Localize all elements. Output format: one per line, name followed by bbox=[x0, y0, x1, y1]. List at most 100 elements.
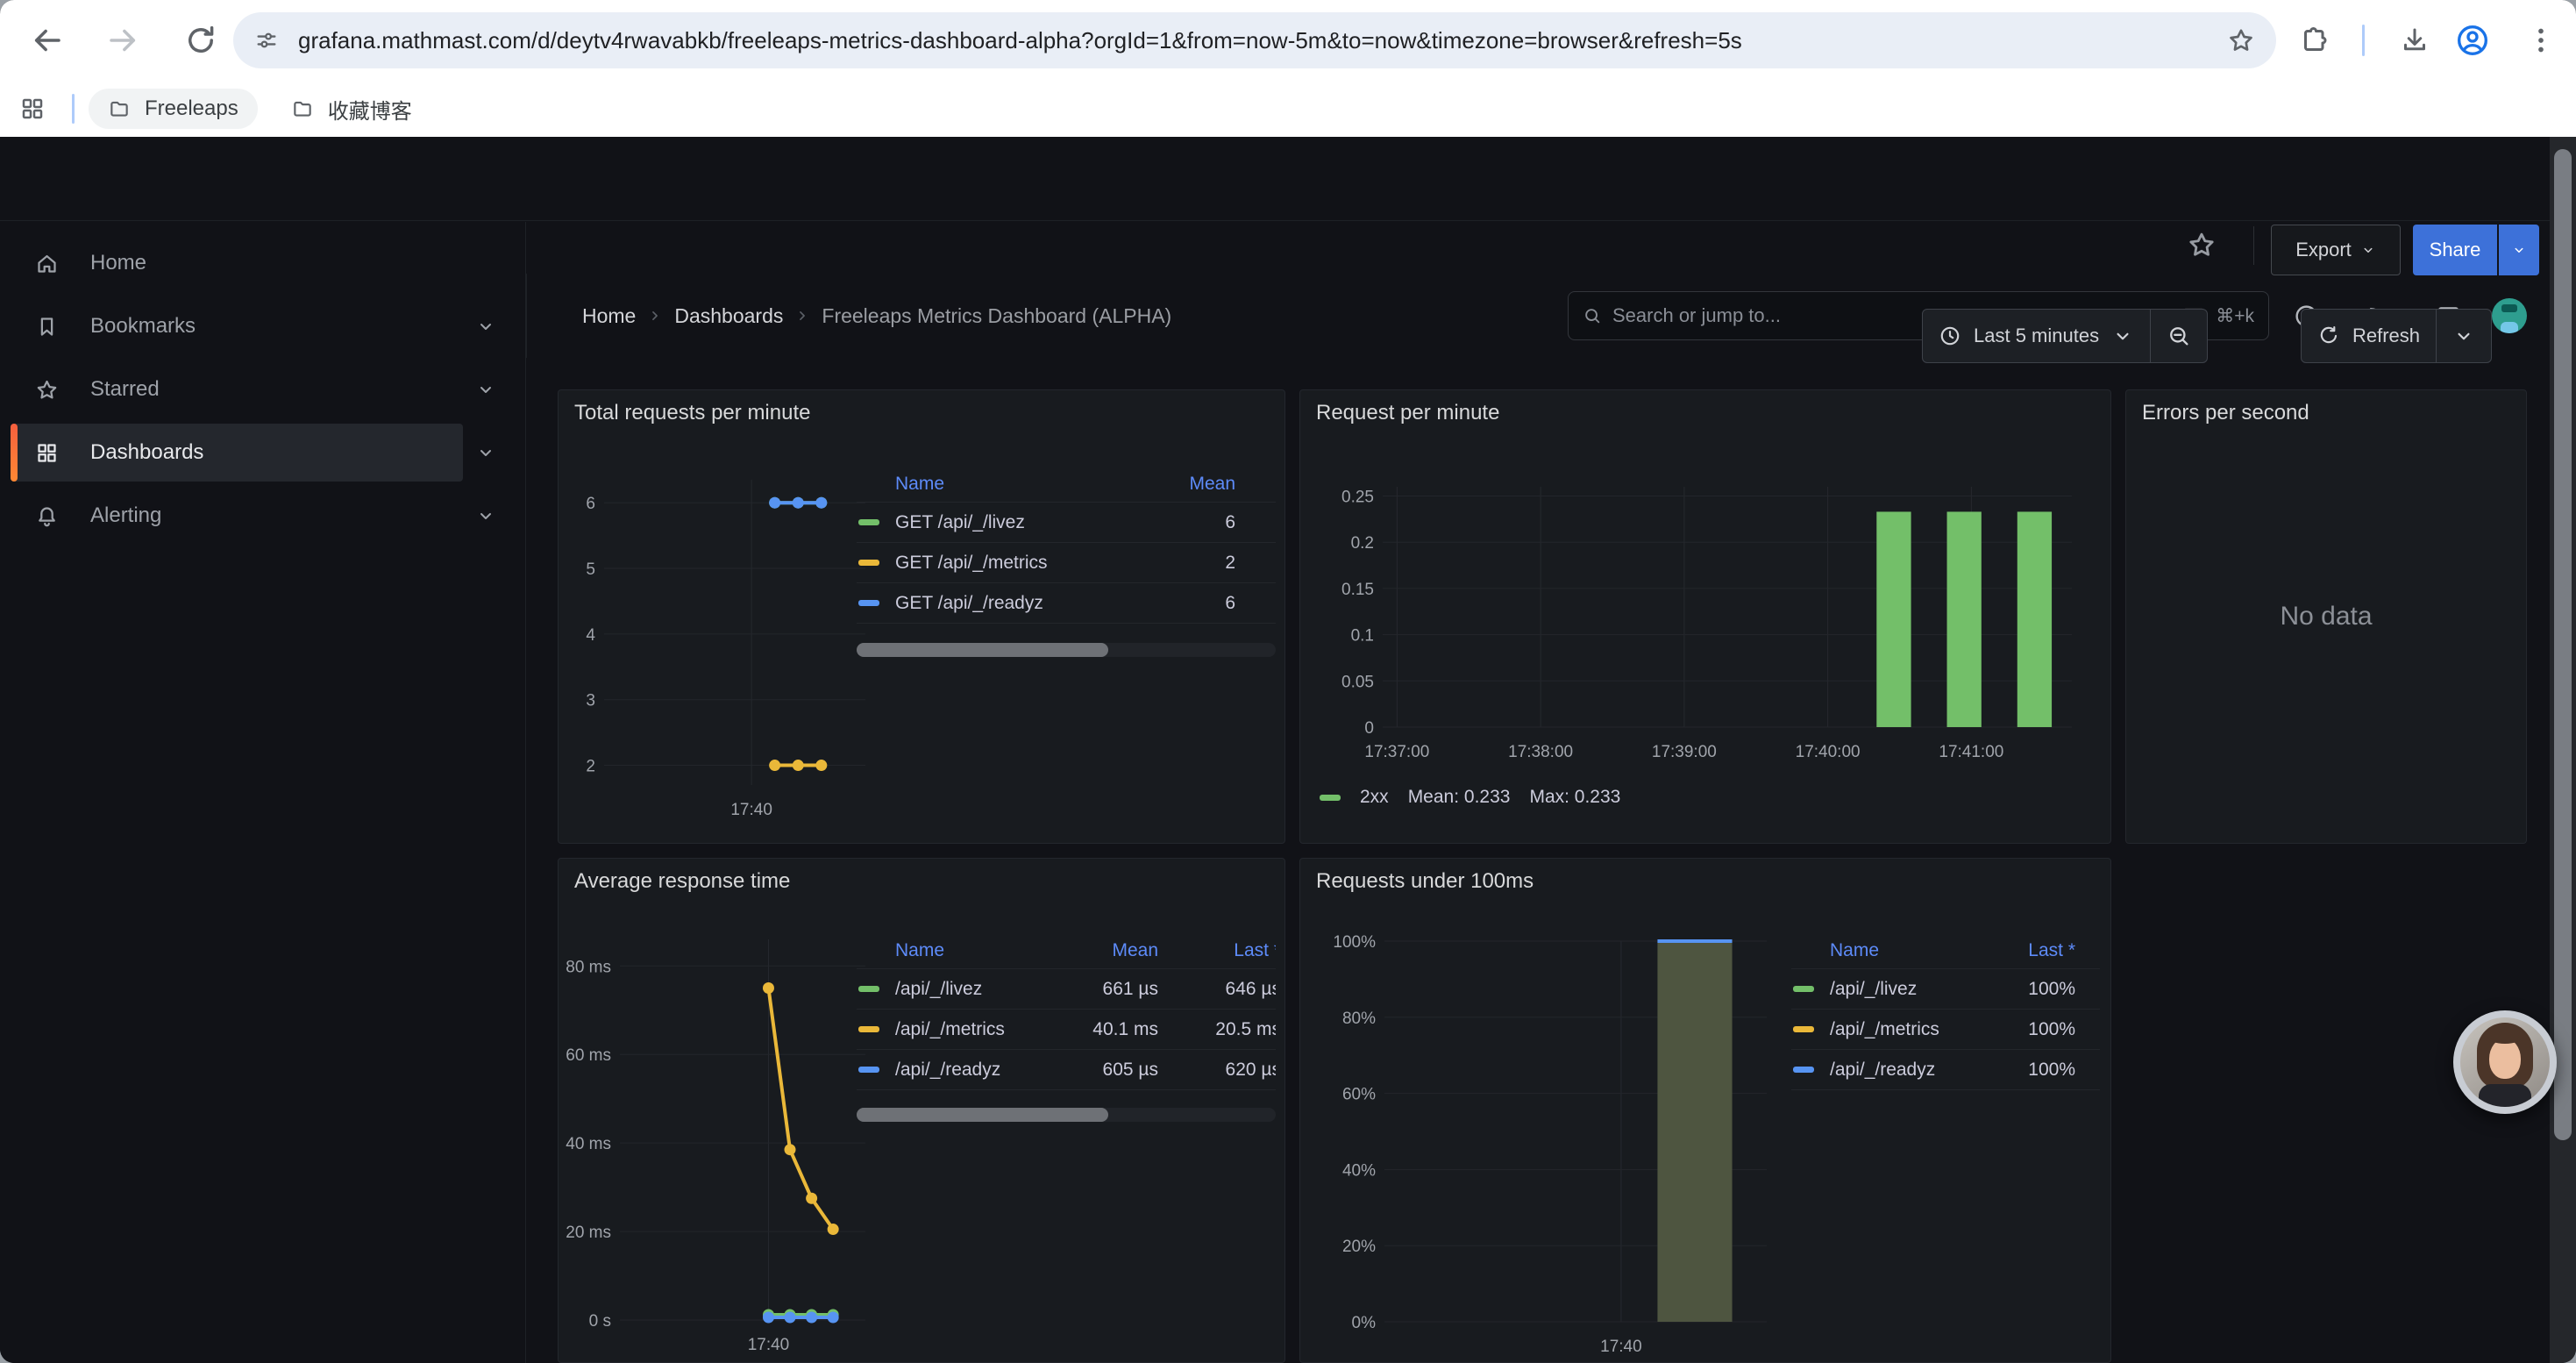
legend-row[interactable]: GET /api/_/readyz6 bbox=[857, 583, 1276, 624]
toolbar-separator bbox=[2362, 25, 2365, 56]
chevron-down-icon[interactable] bbox=[475, 316, 496, 337]
series-color-pill bbox=[858, 560, 879, 566]
series-color-pill bbox=[1793, 1067, 1814, 1073]
back-icon[interactable] bbox=[28, 22, 65, 59]
svg-text:17:40: 17:40 bbox=[730, 801, 772, 819]
bookmark-star-icon[interactable] bbox=[2227, 26, 2255, 54]
legend-scrollbar[interactable] bbox=[857, 1108, 1276, 1122]
breadcrumb-item[interactable]: Home bbox=[582, 304, 636, 328]
legend-row[interactable]: GET /api/_/metrics2 bbox=[857, 543, 1276, 583]
svg-text:60%: 60% bbox=[1342, 1086, 1376, 1104]
search-shortcut: ⌘+k bbox=[2216, 305, 2254, 327]
share-button[interactable]: Share bbox=[2413, 225, 2497, 275]
sidebar-link[interactable]: Bookmarks bbox=[11, 297, 463, 355]
url-text[interactable]: grafana.mathmast.com/d/deytv4rwavabkb/fr… bbox=[298, 27, 2227, 54]
average-response-time-chart[interactable]: 17:4080 ms60 ms40 ms20 ms0 s bbox=[566, 932, 872, 1352]
sidebar-item-home: Home bbox=[0, 232, 525, 294]
legend-column-header[interactable]: Last * bbox=[1158, 940, 1276, 961]
legend-column-header[interactable]: Name bbox=[895, 474, 1149, 495]
legend-name: /api/_/livez bbox=[895, 979, 1053, 1000]
refresh-button[interactable]: Refresh bbox=[2302, 310, 2436, 362]
controls-divider bbox=[2253, 226, 2254, 265]
panel-title[interactable]: Average response time bbox=[574, 869, 790, 894]
extensions-icon[interactable] bbox=[2299, 25, 2330, 56]
legend-header[interactable]: NameMeanLast * bbox=[857, 932, 1276, 969]
request-per-minute-chart[interactable]: 17:37:0017:38:0017:39:0017:40:0017:41:00… bbox=[1307, 464, 2098, 803]
legend-column-header[interactable]: Name bbox=[1830, 940, 1995, 961]
chevron-down-icon[interactable] bbox=[475, 505, 496, 526]
legend-column-header[interactable]: Name bbox=[895, 940, 1053, 961]
forward-icon[interactable] bbox=[105, 22, 142, 59]
avatar-face bbox=[2489, 1038, 2521, 1079]
series-color-pill bbox=[858, 1026, 879, 1032]
svg-text:40%: 40% bbox=[1342, 1161, 1376, 1180]
panel-title[interactable]: Request per minute bbox=[1316, 401, 1499, 425]
assistant-avatar[interactable] bbox=[2453, 1010, 2557, 1114]
refresh-interval-button[interactable] bbox=[2437, 310, 2491, 362]
legend-header[interactable]: NameLast * bbox=[1791, 932, 2100, 969]
panel-requests-under-100ms: Requests under 100ms 17:40100%80%60%40%2… bbox=[1299, 858, 2111, 1363]
bookmark-item[interactable]: Freeleaps bbox=[89, 89, 258, 129]
refresh-picker: Refresh bbox=[2301, 309, 2492, 363]
series-color-pill bbox=[1320, 795, 1341, 801]
panel-title[interactable]: Total requests per minute bbox=[574, 401, 810, 425]
svg-text:0: 0 bbox=[1364, 719, 1374, 738]
sidebar-link[interactable]: Home bbox=[11, 234, 463, 292]
svg-text:17:40: 17:40 bbox=[1600, 1338, 1642, 1356]
url-bar[interactable]: grafana.mathmast.com/d/deytv4rwavabkb/fr… bbox=[233, 12, 2276, 68]
apps-grid-icon[interactable] bbox=[19, 96, 46, 122]
svg-text:0 s: 0 s bbox=[589, 1312, 611, 1331]
sidebar-item-label: Alerting bbox=[90, 503, 161, 528]
sidebar-link[interactable]: Alerting bbox=[11, 487, 463, 545]
svg-text:4: 4 bbox=[586, 626, 595, 645]
legend-value: 20.5 ms bbox=[1158, 1019, 1276, 1040]
legend-row[interactable]: /api/_/readyz605 µs620 µs bbox=[857, 1050, 1276, 1090]
download-icon[interactable] bbox=[2399, 25, 2430, 56]
legend-header[interactable]: NameMean bbox=[857, 466, 1276, 503]
legend-column-header[interactable]: Last * bbox=[1995, 940, 2075, 961]
time-range-button[interactable]: Last 5 minutes bbox=[1923, 310, 2150, 362]
total-requests-chart[interactable]: 17:4065432 bbox=[566, 464, 872, 825]
series-color-pill bbox=[858, 600, 879, 606]
legend-scrollbar[interactable] bbox=[857, 643, 1276, 657]
scrollbar-thumb[interactable] bbox=[857, 1108, 1108, 1122]
favorite-dashboard-icon[interactable] bbox=[2187, 230, 2217, 260]
scrollbar-thumb[interactable] bbox=[2554, 149, 2572, 1140]
sidebar-link[interactable]: Dashboards bbox=[11, 424, 463, 482]
legend-column-header[interactable]: Mean bbox=[1149, 474, 1235, 495]
legend-row[interactable]: /api/_/livez661 µs646 µs bbox=[857, 969, 1276, 1010]
svg-text:17:39:00: 17:39:00 bbox=[1652, 743, 1717, 761]
svg-text:0.1: 0.1 bbox=[1351, 627, 1374, 646]
bookmarks-bar: Freeleaps 收藏博客 bbox=[0, 81, 2576, 137]
reload-icon[interactable] bbox=[182, 22, 219, 59]
legend-row[interactable]: /api/_/livez100% bbox=[1791, 969, 2100, 1010]
chart-legend[interactable]: 2xx Mean: 0.233 Max: 0.233 bbox=[1320, 787, 1620, 808]
panel-title[interactable]: Requests under 100ms bbox=[1316, 869, 1534, 894]
legend-row[interactable]: /api/_/readyz100% bbox=[1791, 1050, 2100, 1090]
browser-window: grafana.mathmast.com/d/deytv4rwavabkb/fr… bbox=[0, 0, 2576, 1363]
legend-column-header[interactable]: Mean bbox=[1053, 940, 1158, 961]
legend-name: /api/_/metrics bbox=[895, 1019, 1053, 1040]
user-avatar[interactable] bbox=[2492, 298, 2527, 333]
legend-row[interactable]: GET /api/_/livez6 bbox=[857, 503, 1276, 543]
svg-text:17:41:00: 17:41:00 bbox=[1939, 743, 2003, 761]
site-settings-icon[interactable] bbox=[254, 28, 279, 53]
requests-under-100ms-chart[interactable]: 17:40100%80%60%40%20%0% bbox=[1307, 929, 1781, 1363]
share-menu-button[interactable] bbox=[2499, 225, 2539, 275]
scrollbar-thumb[interactable] bbox=[857, 643, 1108, 657]
page-scrollbar[interactable] bbox=[2550, 137, 2576, 1363]
svg-text:0.05: 0.05 bbox=[1341, 673, 1374, 691]
legend-row[interactable]: /api/_/metrics100% bbox=[1791, 1010, 2100, 1050]
profile-icon[interactable] bbox=[2455, 23, 2490, 58]
legend-table: NameLast */api/_/livez100%/api/_/metrics… bbox=[1791, 932, 2100, 1090]
export-button[interactable]: Export bbox=[2271, 225, 2401, 275]
bookmark-item[interactable]: 收藏博客 bbox=[272, 89, 431, 129]
browser-menu-icon[interactable] bbox=[2525, 25, 2557, 56]
sidebar-link[interactable]: Starred bbox=[11, 360, 463, 418]
legend-row[interactable]: /api/_/metrics40.1 ms20.5 ms bbox=[857, 1010, 1276, 1050]
breadcrumb-item[interactable]: Dashboards bbox=[674, 304, 783, 328]
zoom-out-button[interactable] bbox=[2151, 310, 2207, 362]
chevron-down-icon[interactable] bbox=[475, 442, 496, 463]
clock-icon bbox=[1939, 325, 1961, 347]
chevron-down-icon[interactable] bbox=[475, 379, 496, 400]
